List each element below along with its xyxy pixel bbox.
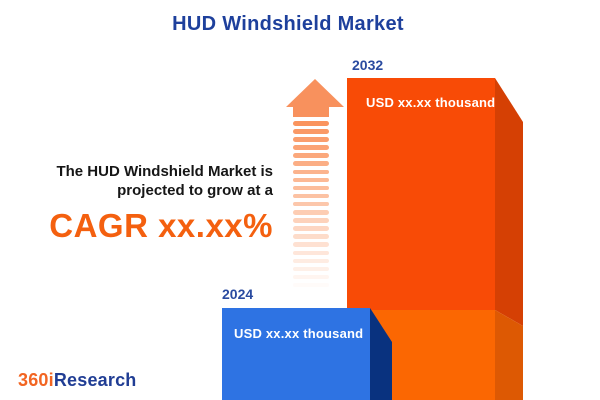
- arrow-stripe: [293, 129, 329, 134]
- bar-2032-side-3d: [495, 78, 523, 400]
- bar-2024-side-3d: [370, 308, 392, 400]
- arrow-stripe: [293, 226, 329, 231]
- arrow-stripe: [293, 201, 329, 207]
- arrow-stripe: [293, 137, 329, 142]
- bar-2024-face: [222, 308, 370, 400]
- annotation-line-2: projected to grow at a: [117, 182, 273, 199]
- arrow-stripes: [293, 121, 329, 291]
- arrow-stripe: [293, 193, 329, 199]
- brand-logo: 360iResearch: [18, 370, 137, 391]
- growth-annotation: The HUD Windshield Market is projected t…: [49, 162, 273, 245]
- arrow-stripe: [293, 210, 329, 215]
- bar-2032-value: USD xx.xx thousand: [366, 95, 496, 110]
- arrow-stripe: [293, 258, 329, 264]
- logo-research: Research: [53, 370, 137, 390]
- arrow-stripe: [293, 234, 329, 239]
- bar-2032-year-label: 2032: [352, 57, 384, 73]
- arrow-stripe: [293, 282, 329, 288]
- arrow-stripe: [293, 121, 329, 126]
- bar-2024-value: USD xx.xx thousand: [234, 326, 364, 341]
- arrow-stripe: [293, 250, 329, 255]
- arrow-stripe: [293, 161, 329, 166]
- cagr-text: CAGR xx.xx%: [49, 207, 273, 244]
- arrow-stripe: [293, 242, 329, 247]
- bar-2032-face-upper: [347, 78, 495, 310]
- bar-2024-year-label: 2024: [222, 286, 254, 302]
- arrow-stripe: [293, 145, 329, 150]
- arrow-stripe: [293, 274, 329, 280]
- arrow-stripe: [293, 218, 329, 223]
- logo-360i: 360i: [18, 370, 54, 390]
- arrow-stripe: [293, 177, 329, 183]
- arrow-stripe: [293, 266, 329, 272]
- arrow-stripe: [293, 153, 329, 158]
- annotation-line-1: The HUD Windshield Market is: [56, 163, 273, 180]
- page-title: HUD Windshield Market: [172, 13, 404, 35]
- arrow-stripe: [293, 185, 329, 191]
- arrow-stripe: [293, 169, 329, 175]
- arrow-up-icon: [286, 79, 344, 117]
